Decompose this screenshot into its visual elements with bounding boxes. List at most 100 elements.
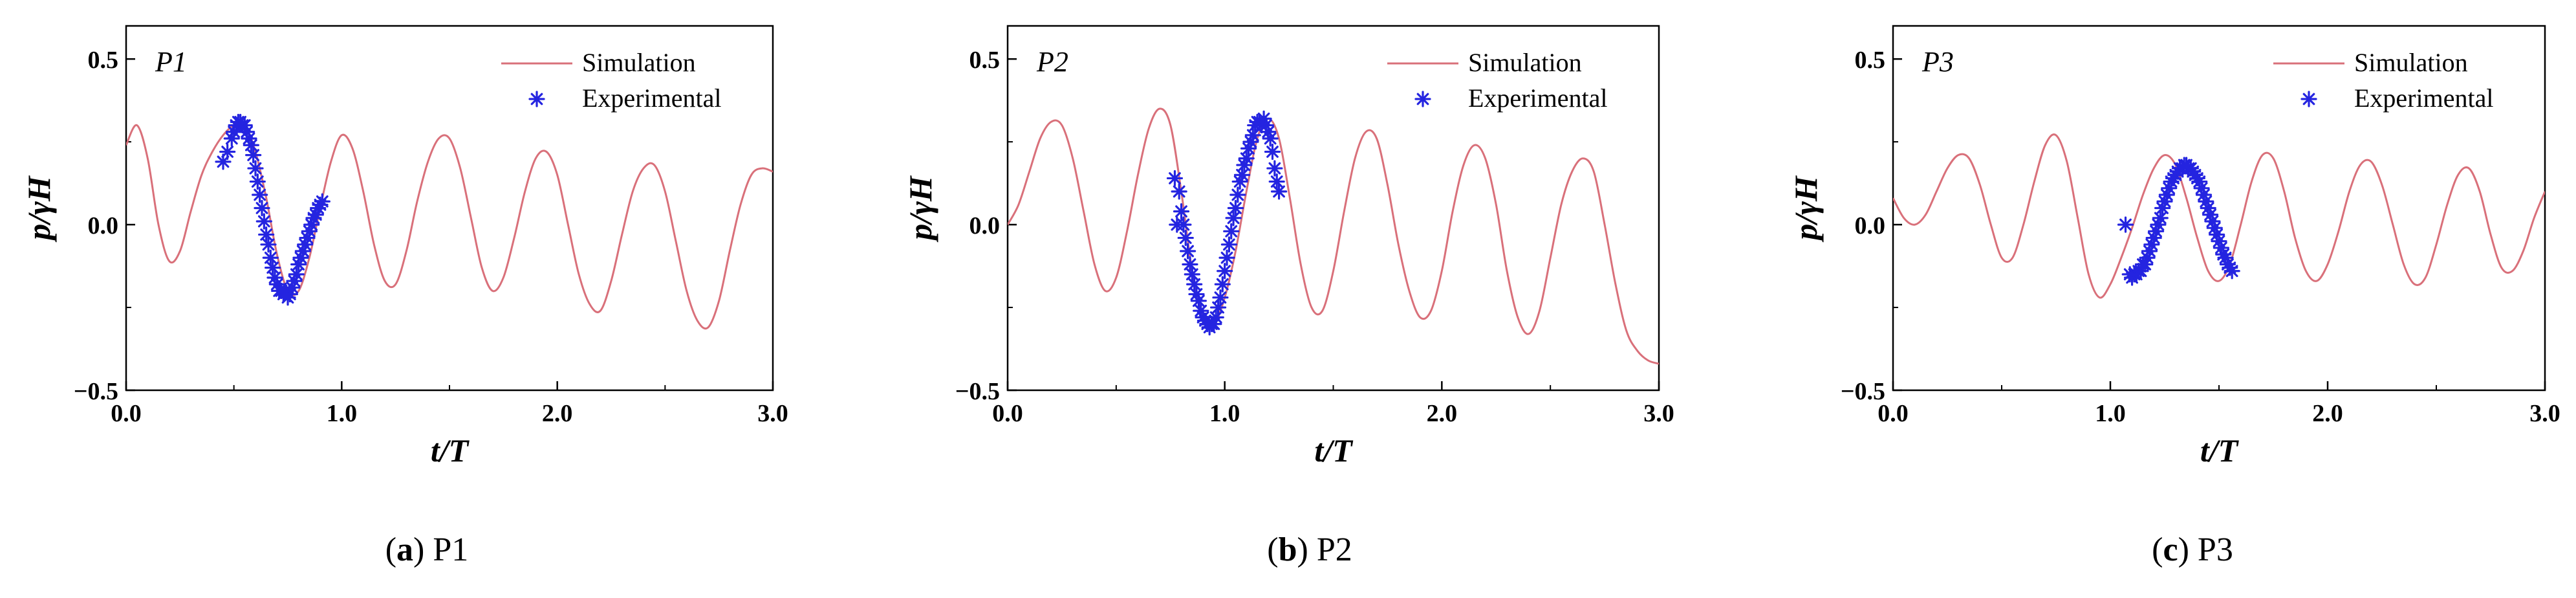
experimental-point	[1214, 276, 1231, 293]
legend-experimental-label: Experimental	[582, 83, 721, 113]
legend-experimental-swatch	[528, 91, 545, 107]
y-tick-label: 0.5	[969, 47, 1001, 74]
experimental-star-stroke	[1182, 245, 1194, 258]
experimental-point	[1227, 199, 1244, 217]
experimental-star-stroke	[2193, 175, 2206, 188]
caption-text: P1	[424, 531, 468, 568]
y-tick-label: 0.0	[88, 212, 119, 239]
experimental-point	[2117, 216, 2134, 233]
experimental-star-stroke	[2150, 225, 2162, 238]
experimental-star-stroke	[225, 132, 238, 145]
experimental-star-stroke	[2214, 241, 2227, 254]
plot-area	[126, 113, 773, 330]
experimental-point	[1184, 266, 1200, 283]
experimental-star-stroke	[1193, 294, 1205, 307]
experimental-star-stroke	[530, 93, 543, 105]
x-tick-label: 0.0	[111, 400, 142, 427]
caption-paren: (	[1267, 531, 1278, 568]
experimental-point	[260, 236, 277, 253]
experimental-star-stroke	[2219, 251, 2232, 264]
panel-label: P2	[1036, 46, 1068, 78]
experimental-point	[1268, 173, 1285, 190]
experimental-star-stroke	[1173, 185, 1185, 198]
experimental-star-stroke	[2213, 235, 2225, 248]
legend-experimental-label: Experimental	[2354, 83, 2493, 113]
experimental-star-stroke	[1225, 225, 1238, 238]
experimental-star-stroke	[266, 261, 279, 274]
caption-paren: )	[1297, 531, 1308, 568]
experimental-point	[1166, 170, 1184, 187]
caption-text: P2	[1308, 531, 1352, 568]
experimental-point	[1207, 309, 1224, 326]
caption-text: P3	[2189, 531, 2233, 568]
experimental-point	[2154, 199, 2171, 217]
experimental-star-stroke	[2147, 232, 2160, 244]
experimental-star-stroke	[1169, 172, 1181, 184]
experimental-star-stroke	[1264, 132, 1277, 145]
experimental-star-stroke	[1212, 301, 1224, 314]
y-tick-label: −0.5	[1841, 378, 1885, 405]
x-tick-label: 2.0	[542, 400, 573, 427]
experimental-star-stroke	[1246, 129, 1259, 142]
experimental-point	[290, 256, 307, 273]
experimental-star-stroke	[255, 202, 268, 214]
experimental-point	[243, 137, 259, 153]
x-tick-label: 1.0	[327, 400, 358, 427]
experimental-point	[2193, 180, 2210, 197]
caption-paren: (	[2152, 531, 2163, 568]
experimental-star-stroke	[1184, 258, 1196, 271]
plot-frame	[125, 25, 774, 392]
experimental-point	[1233, 166, 1251, 183]
x-tick-label: 0.0	[992, 400, 1023, 427]
x-tick-label: 3.0	[2529, 400, 2560, 427]
x-tick-label: 3.0	[1643, 400, 1674, 427]
legend-experimental-label: Experimental	[1468, 83, 1607, 113]
y-tick-label: 0.0	[969, 212, 1001, 239]
experimental-point	[1180, 243, 1196, 260]
experimental-star-stroke	[1244, 135, 1257, 148]
experimental-star-stroke	[1268, 162, 1281, 175]
experimental-star-stroke	[1188, 278, 1201, 291]
experimental-point	[1262, 130, 1279, 147]
experimental-point	[262, 249, 279, 266]
x-tick-label: 1.0	[1209, 400, 1240, 427]
experimental-point	[1238, 150, 1255, 167]
experimental-point	[2191, 173, 2208, 190]
caption-paren: )	[413, 531, 424, 568]
experimental-point	[314, 193, 330, 210]
experimental-star-stroke	[1220, 251, 1233, 264]
experimental-star-stroke	[264, 251, 277, 264]
experimental-star-stroke	[254, 188, 266, 201]
y-tick-label: 0.5	[1855, 47, 1886, 74]
experimental-point	[1229, 186, 1246, 203]
experimental-star-stroke	[1242, 142, 1255, 155]
experimental-star-stroke	[2139, 258, 2152, 271]
legend-experimental-swatch	[1414, 91, 1431, 107]
experimental-point	[2137, 256, 2154, 273]
x-tick-label: 3.0	[757, 400, 788, 427]
y-tick-label: 0.5	[88, 47, 119, 74]
experimental-star-stroke	[290, 268, 303, 281]
experimental-point	[1186, 276, 1203, 293]
experimental-star-stroke	[2141, 251, 2154, 264]
experimental-point	[1209, 299, 1227, 316]
experimental-star-stroke	[251, 175, 264, 188]
experimental-star-stroke	[2152, 218, 2165, 231]
experimental-point	[2152, 210, 2169, 227]
experimental-star-stroke	[244, 138, 257, 151]
experimental-point	[284, 279, 301, 296]
panel-label: P3	[1921, 46, 1954, 78]
experimental-star-stroke	[286, 281, 299, 294]
experimental-star-stroke	[270, 278, 283, 291]
experimental-star-stroke	[288, 274, 301, 287]
experimental-star-stroke	[2208, 221, 2221, 234]
caption-letter: b	[1279, 531, 1297, 568]
y-tick-label: 0.0	[1855, 212, 1886, 239]
caption-letter: c	[2163, 531, 2178, 568]
experimental-star-stroke	[1218, 265, 1231, 278]
experimental-point	[1220, 236, 1237, 253]
experimental-star-stroke	[2202, 202, 2214, 214]
